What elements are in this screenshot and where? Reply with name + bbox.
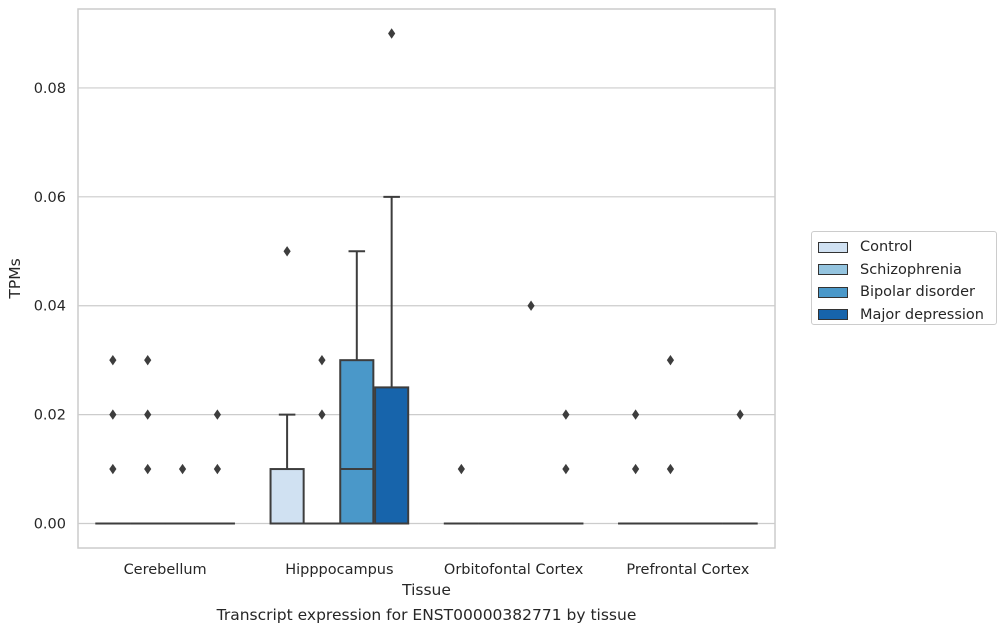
legend-label-major-depression: Major depression xyxy=(860,306,984,323)
outlier-point xyxy=(144,354,152,366)
outlier-point xyxy=(318,354,326,366)
y-tick-label: 0.00 xyxy=(34,517,66,533)
legend-item-bipolar-disorder: Bipolar disorder xyxy=(818,281,990,304)
y-axis-label: TPMs xyxy=(6,258,24,299)
outlier-point xyxy=(562,409,570,420)
outlier-point xyxy=(318,409,326,420)
legend-swatch-bipolar-disorder xyxy=(818,286,848,298)
legend-item-major-depression: Major depression xyxy=(818,304,990,327)
box-major-depression-orbitofontal-cortex xyxy=(548,409,584,525)
box-major-depression-prefrontal-cortex xyxy=(722,409,758,525)
box-bipolar-disorder-cerebellum xyxy=(164,463,201,525)
outlier-point xyxy=(632,409,640,420)
box-control-prefrontal-cortex xyxy=(618,409,654,525)
x-axis-label: Tissue xyxy=(401,581,451,599)
tick-labels: 0.00 0.02 0.04 0.06 0.08 Cerebellum Hipppocamp… xyxy=(34,81,750,578)
y-tick-label: 0.08 xyxy=(34,81,66,97)
y-tick-label: 0.02 xyxy=(34,408,66,424)
outlier-point xyxy=(178,463,187,475)
box-control-cerebellum xyxy=(95,354,131,525)
plot-area-frame xyxy=(77,8,776,549)
outlier-point xyxy=(527,300,535,311)
outlier-point xyxy=(109,354,117,366)
outlier-point xyxy=(562,463,570,475)
figure-caption: Transcript expression for ENST0000038277… xyxy=(216,606,637,624)
outlier-point xyxy=(666,463,675,475)
box-bipolar-disorder-orbitofontal-cortex xyxy=(513,300,549,525)
box-body xyxy=(339,359,375,525)
legend-label-bipolar-disorder: Bipolar disorder xyxy=(860,284,975,301)
box-major-depression-cerebellum xyxy=(199,409,235,525)
outlier-point xyxy=(109,463,117,475)
x-tick-label-orbitofontal-cortex: Orbitofontal Cortex xyxy=(444,562,584,578)
box-major-depression-hipppocampus xyxy=(374,28,410,525)
x-tick-label-prefrontal-cortex: Prefrontal Cortex xyxy=(626,562,749,578)
box-body xyxy=(269,468,305,525)
outlier-point xyxy=(144,409,152,420)
outlier-point xyxy=(109,409,117,420)
legend-label-control: Control xyxy=(860,239,913,256)
box-control-orbitofontal-cortex xyxy=(443,463,479,525)
box-bipolar-disorder-hipppocampus xyxy=(339,250,375,525)
legend: Control Schizophrenia Bipolar disorder M… xyxy=(811,231,997,325)
outlier-point xyxy=(632,463,640,475)
box-marks xyxy=(95,28,758,525)
legend-swatch-major-depression xyxy=(818,309,848,321)
outlier-point xyxy=(666,354,675,366)
grid-lines xyxy=(78,87,775,525)
outlier-point xyxy=(213,409,221,420)
outlier-point xyxy=(388,28,396,39)
outlier-point xyxy=(144,463,152,475)
box-control-hipppocampus xyxy=(269,246,305,525)
outlier-point xyxy=(283,246,291,257)
legend-label-schizophrenia: Schizophrenia xyxy=(860,261,962,278)
outlier-point xyxy=(213,463,221,475)
y-tick-label: 0.04 xyxy=(34,299,66,315)
box-schizophrenia-hipppocampus xyxy=(304,354,340,525)
legend-swatch-control xyxy=(818,241,848,253)
outlier-point xyxy=(736,409,744,420)
y-tick-label: 0.06 xyxy=(34,190,66,206)
legend-item-control: Control xyxy=(818,236,990,259)
legend-item-schizophrenia: Schizophrenia xyxy=(818,259,990,282)
legend-swatch-schizophrenia xyxy=(818,264,848,276)
x-tick-label-hipppocampus: Hipppocampus xyxy=(285,562,393,578)
x-tick-label-cerebellum: Cerebellum xyxy=(124,562,207,578)
outlier-point xyxy=(457,463,465,475)
box-schizophrenia-cerebellum xyxy=(130,354,166,525)
box-body xyxy=(374,386,410,525)
box-schizophrenia-prefrontal-cortex xyxy=(652,354,689,525)
